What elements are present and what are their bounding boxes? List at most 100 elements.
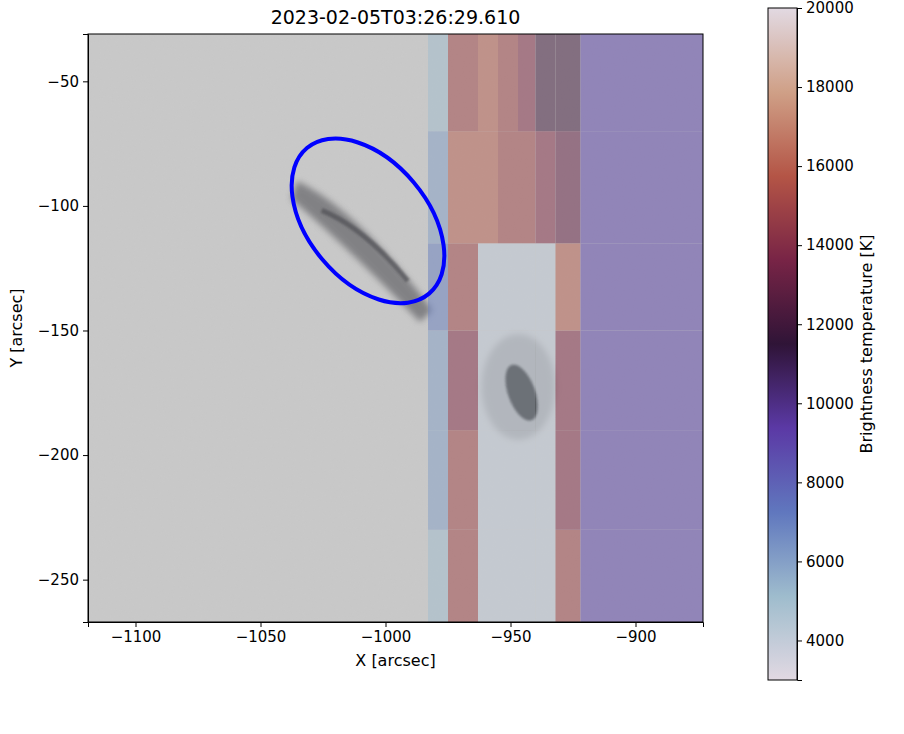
tick-mark (83, 580, 88, 581)
image-grain (88, 34, 703, 622)
tick-label: 14000 (806, 236, 854, 254)
cell (581, 131, 704, 243)
cell (556, 330, 581, 430)
tick: −150 (38, 322, 88, 340)
cell (556, 34, 581, 131)
tick-label: −50 (47, 73, 79, 91)
tick-label: −1100 (111, 628, 162, 646)
tick-label: 18000 (806, 78, 854, 96)
cell (428, 330, 448, 430)
tick-mark (83, 330, 88, 331)
x-axis-line (89, 623, 704, 628)
tick-mark (797, 403, 802, 404)
tick-label: 4000 (806, 632, 844, 650)
tick: −250 (38, 571, 88, 589)
tick-mark (797, 482, 802, 483)
cell (498, 131, 518, 243)
cell (556, 131, 581, 243)
tick-mark (386, 622, 387, 627)
tick-mark (83, 206, 88, 207)
tick: −1050 (236, 622, 287, 646)
tick: −100 (38, 197, 88, 215)
x-axis: −1100 −1050 −1000 −950 −900 (89, 622, 704, 646)
plot: −1100 −1050 −1000 −950 −900 −50 −100 −150 −200 −2… (38, 34, 704, 646)
tick: 4000 (797, 632, 844, 650)
tick-mark (797, 245, 802, 246)
cell (536, 430, 556, 530)
cell (518, 430, 536, 530)
tick-mark (136, 622, 137, 627)
cell (478, 430, 498, 530)
tick-mark (797, 561, 802, 562)
ellipse-annotation (261, 110, 475, 332)
cell (478, 330, 498, 430)
x-axis-title: X [arcsec] (355, 651, 435, 670)
tick-label: −200 (38, 446, 79, 464)
tick: 8000 (797, 474, 844, 492)
tick-label: 16000 (806, 157, 854, 175)
cell (518, 243, 536, 330)
tick-label: 20000 (806, 0, 854, 17)
cell (448, 131, 478, 243)
tick: 10000 (797, 395, 854, 413)
tick: −950 (490, 622, 531, 646)
chart: −1100 −1050 −1000 −950 −900 −50 −100 −150 −200 −2… (0, 0, 904, 734)
tick-label: 12000 (806, 316, 854, 334)
tick-mark (83, 81, 88, 82)
cell (498, 330, 518, 430)
cell (581, 530, 704, 622)
tick: −1000 (361, 622, 412, 646)
cell (478, 131, 498, 243)
cell (448, 34, 478, 131)
tick: −900 (615, 622, 656, 646)
tick-label: 6000 (806, 553, 844, 571)
cell (498, 243, 518, 330)
cell (556, 430, 581, 530)
cell (498, 430, 518, 530)
cell (581, 34, 704, 131)
tick-mark (797, 324, 802, 325)
tick-label: −950 (490, 628, 531, 646)
cell (556, 243, 581, 330)
cell (518, 131, 536, 243)
cell (581, 243, 704, 330)
colorbar-gradient (768, 8, 797, 680)
tick-mark (797, 640, 802, 641)
title: 2023-02-05T03:26:29.610 (271, 6, 521, 28)
cell (478, 530, 498, 622)
cell (498, 530, 518, 622)
cell (448, 530, 478, 622)
tick: 6000 (797, 553, 844, 571)
tick: −50 (47, 73, 88, 91)
cell (536, 131, 556, 243)
tick-mark (797, 166, 802, 167)
colorbar: 4000 6000 8000 10000 12000 14000 16000 18000 200… (768, 0, 854, 681)
cell (518, 330, 536, 430)
cell (518, 34, 536, 131)
tick-label: 8000 (806, 474, 844, 492)
cell (518, 530, 536, 622)
cell (536, 34, 556, 131)
tick: 12000 (797, 316, 854, 334)
cell (536, 530, 556, 622)
tick-mark (83, 455, 88, 456)
tick: −200 (38, 446, 88, 464)
cell (581, 330, 704, 430)
colorbar-title: Brightness temperature [K] (857, 235, 876, 454)
tick-label: −900 (615, 628, 656, 646)
tick: 16000 (797, 157, 854, 175)
tick-mark (636, 622, 637, 627)
tick-label: 10000 (806, 395, 854, 413)
y-axis: −50 −100 −150 −200 −250 (38, 35, 89, 623)
image-background (88, 34, 703, 622)
tick: −1100 (111, 622, 162, 646)
tick-label: −1050 (236, 628, 287, 646)
cell (428, 530, 448, 622)
cell (556, 530, 581, 622)
tick-label: −1000 (361, 628, 412, 646)
plot-frame (88, 34, 703, 622)
colorbar-axis: 4000 6000 8000 10000 12000 14000 16000 18000 200… (797, 0, 854, 681)
cell (428, 430, 448, 530)
cell (478, 34, 498, 131)
cell (581, 430, 704, 530)
